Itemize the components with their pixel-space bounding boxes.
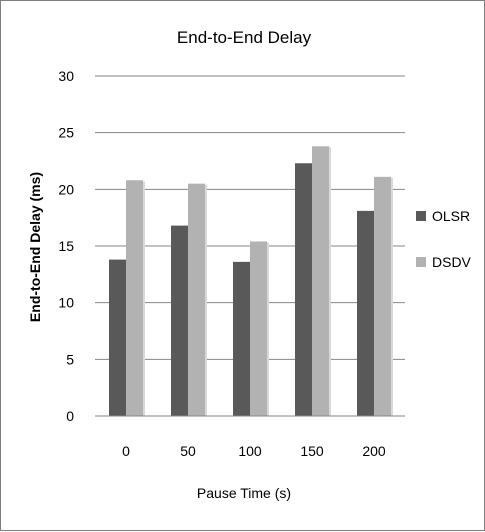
y-tick-label: 5 [66,351,74,367]
y-tick-labels: 0 5 10 15 20 25 30 [58,68,74,424]
chart-title: End-to-End Delay [177,28,312,47]
bar-dsdv-150 [312,146,329,416]
bar-dsdv-0 [126,180,143,416]
y-tick-label: 30 [58,68,74,84]
x-tick-label: 150 [300,443,324,459]
y-tick-label: 0 [66,408,74,424]
y-tick-label: 10 [58,295,74,311]
y-tick-label: 25 [58,125,74,141]
x-tick-label: 50 [180,443,196,459]
bar-dsdv-50 [188,183,205,416]
legend-label-dsdv: DSDV [432,254,472,270]
y-tick-label: 20 [58,181,74,197]
x-tick-label: 200 [362,443,386,459]
y-tick-label: 15 [58,238,74,254]
legend: OLSR DSDV [416,208,472,270]
x-tick-label: 100 [238,443,262,459]
bar-olsr-200 [357,210,374,416]
bar-olsr-150 [295,163,312,416]
x-tick-labels: 0 50 100 150 200 [122,443,386,459]
bar-olsr-100 [233,261,250,416]
bar-dsdv-200 [374,176,391,416]
bar-olsr-50 [171,225,188,416]
legend-swatch-dsdv [416,257,426,267]
bars [109,146,393,416]
bar-dsdv-100 [250,241,267,416]
y-axis-title: End-to-End Delay (ms) [27,172,43,322]
legend-swatch-olsr [416,211,426,221]
x-tick-label: 0 [122,443,130,459]
x-axis-title: Pause Time (s) [197,485,291,501]
legend-label-olsr: OLSR [432,208,470,224]
bar-olsr-0 [109,259,126,416]
